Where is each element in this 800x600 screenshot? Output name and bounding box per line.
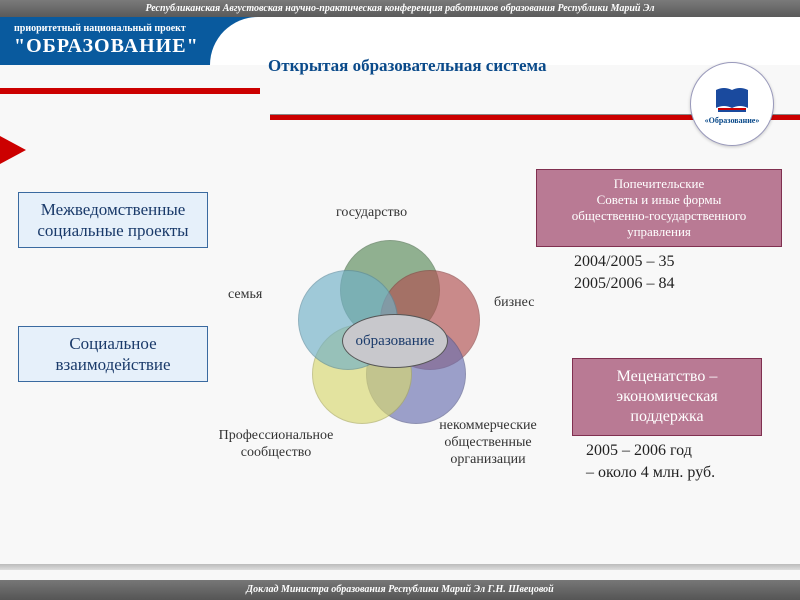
venn-label-line: общественные [418, 435, 558, 452]
box-councils: Попечительские Советы и иные формы общес… [536, 169, 782, 247]
stat-line: 2005/2006 – 84 [574, 273, 674, 295]
logo-badge: «Образование» [690, 62, 774, 146]
slide-title: Открытая образовательная система [268, 56, 547, 76]
box-patronage: Меценатство – экономическая поддержка [572, 358, 762, 436]
accent-triangle [0, 136, 26, 164]
header-top-bar: Республиканская Августовская научно-прак… [0, 0, 800, 17]
box-line: Советы и иные формы [597, 192, 722, 208]
box-line: взаимодействие [55, 354, 170, 375]
box-line: Меценатство – [617, 367, 718, 387]
box-line: поддержка [630, 407, 703, 427]
project-label: приоритетный национальный проект [14, 23, 186, 34]
venn-label-line: организации [418, 452, 558, 469]
venn-center-label: образование [342, 314, 448, 368]
venn-label-top: государство [336, 205, 407, 222]
venn-label-bottom-left: Профессиональное сообщество [196, 428, 356, 462]
box-interdept-projects: Межведомственные социальные проекты [18, 192, 208, 248]
venn-label-line: сообщество [196, 445, 356, 462]
venn-label-line: Профессиональное [196, 428, 356, 445]
venn-label-line: некоммерческие [418, 418, 558, 435]
stat-line: 2004/2005 – 35 [574, 251, 674, 273]
box-line: социальные проекты [37, 220, 188, 241]
patronage-stats: 2005 – 2006 год – около 4 млн. руб. [586, 440, 715, 483]
box-line: Межведомственные [41, 199, 186, 220]
project-name: "ОБРАЗОВАНИЕ" [14, 35, 199, 58]
footer-divider [0, 564, 800, 570]
box-line: экономическая [616, 387, 717, 407]
box-line: управления [627, 224, 691, 240]
stat-line: 2005 – 2006 год [586, 440, 715, 462]
book-icon [712, 84, 752, 116]
stat-line: – около 4 млн. руб. [586, 462, 715, 484]
logo-caption: «Образование» [705, 116, 760, 125]
box-line: Попечительские [614, 176, 704, 192]
box-line: общественно-государственного [572, 208, 746, 224]
box-line: Социальное [69, 333, 156, 354]
venn-label-right: бизнес [494, 295, 534, 312]
councils-stats: 2004/2005 – 35 2005/2006 – 84 [574, 251, 674, 294]
venn-diagram: образование [300, 250, 480, 430]
venn-label-left: семья [228, 287, 262, 304]
venn-label-bottom-right: некоммерческие общественные организации [418, 418, 558, 468]
box-social-interaction: Социальное взаимодействие [18, 326, 208, 382]
footer-bar: Доклад Министра образования Республики М… [0, 580, 800, 600]
accent-line-left [0, 88, 260, 94]
